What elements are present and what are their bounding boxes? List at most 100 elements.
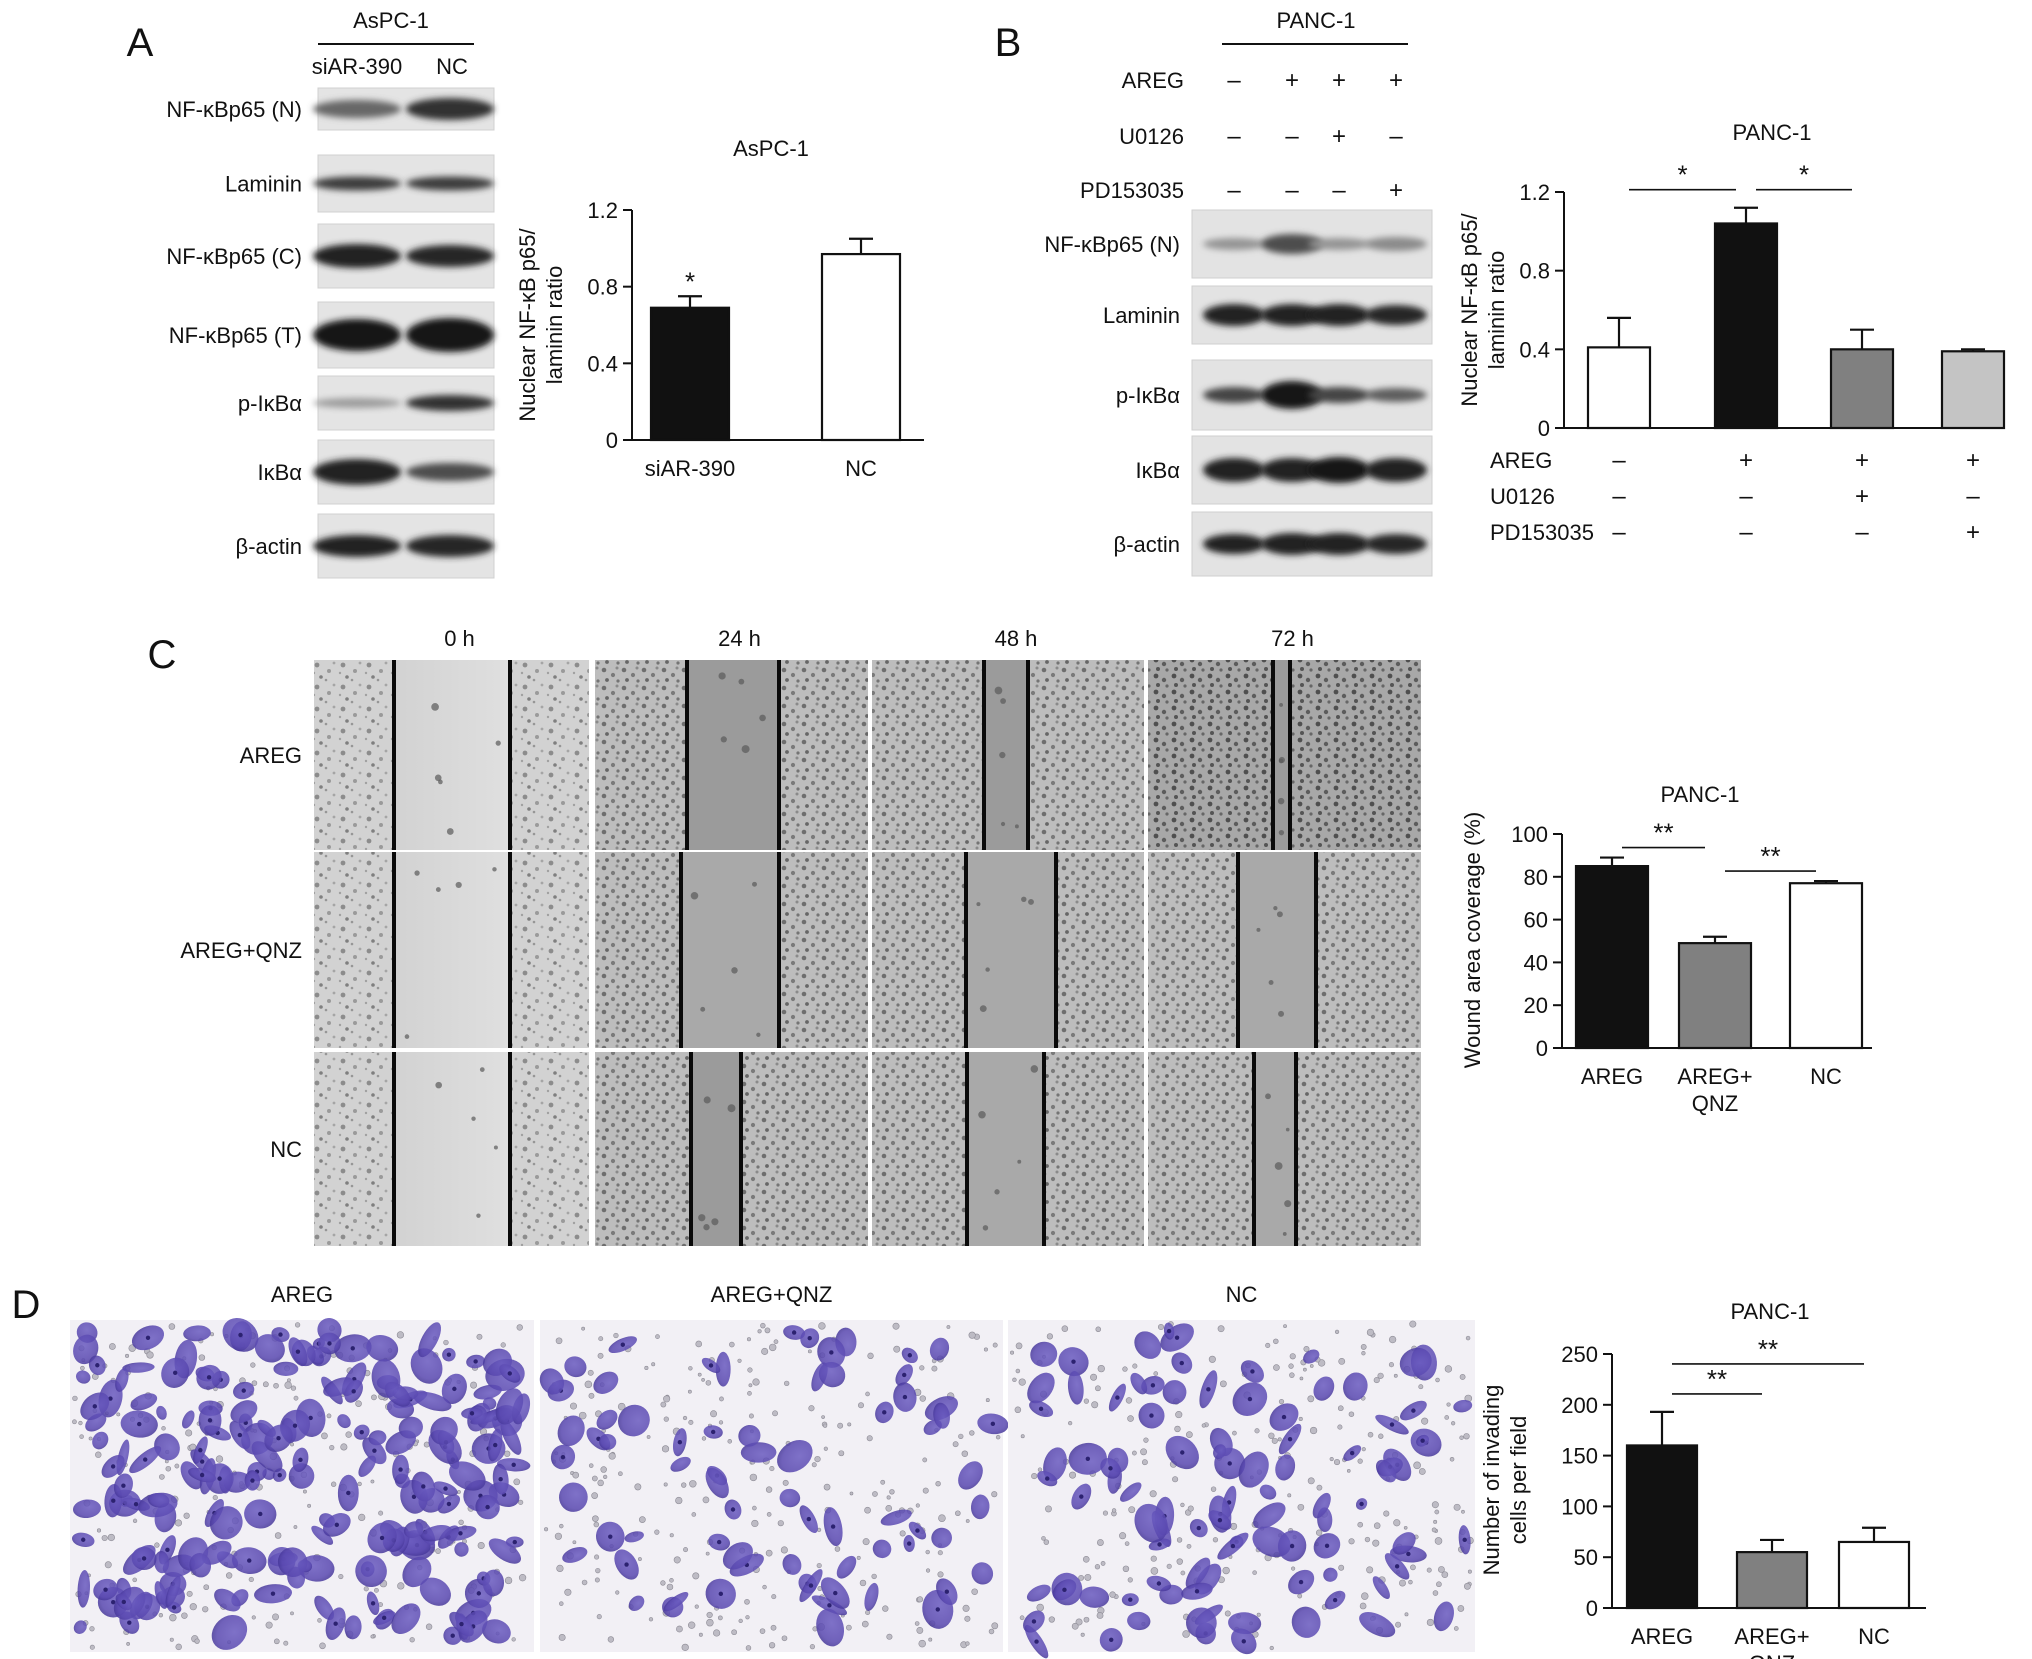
membrane-pore <box>1015 1342 1023 1350</box>
y-tick-label: 0 <box>1538 416 1550 441</box>
membrane-pore <box>132 1577 138 1583</box>
chart-title: PANC-1 <box>1732 120 1811 145</box>
floating-cell <box>455 881 462 889</box>
membrane-pore <box>513 1478 521 1486</box>
membrane-pore <box>1095 1326 1102 1333</box>
invading-cell <box>1228 1612 1262 1635</box>
cell-nucleus <box>1115 1395 1120 1400</box>
floating-cell <box>492 867 497 872</box>
invading-cell <box>122 1362 155 1373</box>
chart-c: PANC-1 0 20 40 60 80 100 Wound area coverage (%… <box>1460 782 1872 1116</box>
membrane-pore <box>781 1635 788 1642</box>
condition-sign: – <box>1612 483 1626 510</box>
membrane-pore <box>862 1538 870 1546</box>
membrane-pore <box>1176 1558 1183 1565</box>
x-tick-label: NC <box>1810 1064 1842 1089</box>
membrane-pore <box>597 1352 604 1359</box>
cell-nucleus <box>443 1486 448 1491</box>
cell-nucleus <box>359 1429 364 1435</box>
membrane-pore <box>572 1540 577 1545</box>
membrane-pore <box>1303 1367 1307 1372</box>
floating-cell <box>435 1081 442 1089</box>
invading-cell <box>72 1499 101 1519</box>
y-tick-label: 100 <box>1511 822 1548 847</box>
membrane-pore <box>660 1401 667 1408</box>
cell-nucleus <box>990 1421 996 1427</box>
y-tick-label: 80 <box>1524 865 1548 890</box>
blot-b-band <box>1261 381 1323 409</box>
blot-b-band <box>1365 305 1427 325</box>
membrane-pore <box>922 1457 928 1463</box>
membrane-pore <box>283 1640 289 1646</box>
membrane-pore <box>784 1380 790 1387</box>
membrane-pore <box>937 1571 944 1578</box>
cell-nucleus <box>1031 1619 1037 1624</box>
condition-sign: + <box>1966 519 1980 546</box>
membrane-pore <box>600 1466 607 1473</box>
membrane-pore <box>918 1639 926 1648</box>
cell-nucleus <box>830 1524 836 1529</box>
membrane-pore <box>251 1380 258 1386</box>
membrane-pore <box>1432 1590 1439 1596</box>
membrane-pore <box>273 1638 280 1645</box>
floating-cell <box>1278 1010 1285 1017</box>
panel-letter-d: D <box>12 1283 41 1327</box>
membrane-pore <box>1426 1567 1432 1573</box>
wound-gap-shade <box>394 852 510 1048</box>
membrane-pore <box>1153 1371 1159 1376</box>
membrane-pore <box>1150 1567 1159 1575</box>
membrane-pore <box>570 1402 577 1410</box>
membrane-pore <box>1360 1343 1367 1350</box>
invading-cell <box>368 1430 387 1446</box>
membrane-pore <box>1453 1503 1461 1511</box>
blot-a-band <box>313 319 401 351</box>
membrane-pore <box>544 1527 549 1532</box>
membrane-pore <box>1080 1632 1085 1637</box>
floating-cell <box>741 745 750 754</box>
invading-cell <box>1275 1454 1296 1481</box>
cell-nucleus <box>806 1516 812 1522</box>
membrane-pore <box>771 1594 777 1600</box>
membrane-pore <box>1075 1618 1083 1626</box>
condition-sign: – <box>1612 519 1626 546</box>
cell-nucleus <box>145 1335 151 1341</box>
blot-b-band <box>1308 238 1370 250</box>
floating-cell <box>982 1225 989 1231</box>
floating-cell <box>1285 1127 1290 1132</box>
blot-b-band <box>1365 458 1427 482</box>
panel-d: D AREG AREG+QNZ NC <box>12 1282 1475 1659</box>
membrane-pore <box>1408 1579 1413 1585</box>
treatment-sign: – <box>1227 177 1241 204</box>
membrane-pore <box>1413 1461 1421 1470</box>
membrane-pore <box>1378 1433 1384 1439</box>
membrane-pore <box>695 1340 703 1348</box>
cell-nucleus <box>327 1341 332 1346</box>
invading-cell <box>482 1619 511 1644</box>
membrane-pore <box>518 1574 527 1582</box>
invading-cell <box>1213 1444 1227 1460</box>
floating-cell <box>711 1218 719 1226</box>
membrane-pore <box>1143 1437 1149 1443</box>
cell-nucleus <box>1227 1461 1232 1466</box>
membrane-pore <box>175 1643 182 1651</box>
timepoint-label: 24 h <box>718 626 761 651</box>
membrane-pore <box>72 1419 77 1425</box>
membrane-pore <box>1289 1372 1295 1378</box>
cell-nucleus <box>292 1423 298 1428</box>
membrane-pore <box>937 1550 943 1556</box>
blot-a-band <box>406 395 494 411</box>
invading-cell <box>154 1433 180 1461</box>
cell-nucleus <box>1166 1328 1172 1334</box>
membrane-pore <box>202 1606 209 1613</box>
membrane-pore <box>1180 1502 1185 1508</box>
invading-cell <box>1343 1372 1368 1401</box>
membrane-pore <box>916 1627 924 1634</box>
panel-letter-b: B <box>995 21 1022 65</box>
cell-nucleus <box>247 1558 252 1563</box>
membrane-pore <box>744 1599 750 1605</box>
cell-nucleus <box>716 1539 722 1545</box>
bar-areg <box>1574 864 1650 1050</box>
membrane-pore <box>1388 1362 1394 1368</box>
floating-cell <box>985 967 990 972</box>
